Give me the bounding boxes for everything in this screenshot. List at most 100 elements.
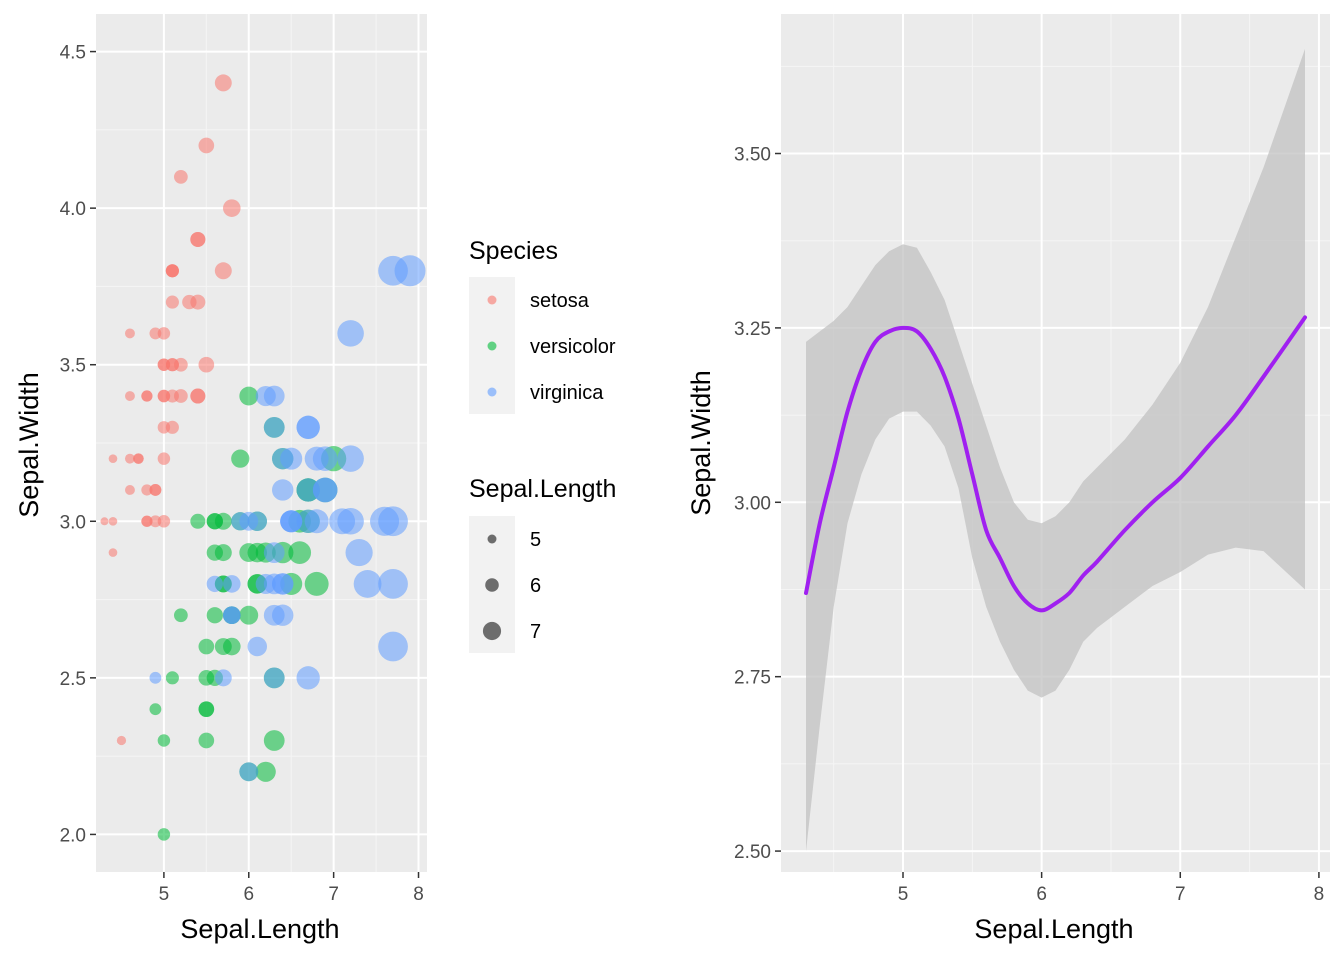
scatter-point-versicolor: [239, 386, 259, 406]
size-legend-key: [482, 621, 502, 641]
scatter-point-versicolor: [198, 732, 215, 749]
scatter-point-virginica: [296, 478, 320, 502]
scatter-point-virginica: [272, 447, 294, 470]
scatter-point-virginica: [263, 667, 285, 689]
scatter-point-versicolor: [190, 513, 206, 529]
scatter-point-setosa: [108, 454, 118, 463]
scatter-point-setosa: [116, 735, 127, 746]
scatter-point-setosa: [214, 262, 232, 280]
x-tick-label: 6: [1036, 884, 1047, 905]
scatter-point-setosa: [124, 453, 135, 464]
scatter-point-setosa: [214, 74, 232, 92]
x-tick-label: 5: [159, 884, 170, 905]
x-tick-label: 8: [413, 884, 424, 905]
x-tick-label: 6: [243, 884, 254, 905]
scatter-point-versicolor: [198, 670, 215, 686]
scatter-point-setosa: [223, 199, 241, 217]
scatter-point-versicolor: [288, 541, 312, 564]
species-legend-key: [487, 341, 497, 351]
scatter-point-virginica: [296, 666, 320, 690]
y-tick-label: 2.50: [734, 842, 771, 863]
scatter-point-virginica: [378, 569, 408, 599]
smooth-x-axis: 5 6 7 8: [898, 872, 1324, 905]
y-tick-label: 3.5: [60, 356, 86, 377]
scatter-point-virginica: [378, 506, 408, 537]
scatter-point-versicolor: [157, 828, 171, 841]
scatter-point-setosa: [124, 328, 135, 339]
scatter-point-versicolor: [206, 607, 223, 624]
smooth-gridlines: [781, 14, 1330, 872]
scatter-point-setosa: [190, 231, 206, 247]
scatter-point-setosa: [173, 357, 188, 372]
scatter-panel: 5 6 7 8 2.0 2.5 3.0 3.5 4.0 4.5 Sepal.Length Sep…: [14, 14, 427, 944]
scatter-point-virginica: [263, 604, 285, 626]
scatter-point-virginica: [206, 575, 223, 593]
scatter-point-virginica: [231, 512, 250, 531]
scatter-point-virginica: [223, 575, 241, 593]
species-legend-key: [487, 387, 497, 397]
size-legend: Sepal.Length 5 6 7: [469, 475, 616, 653]
scatter-point-setosa: [108, 516, 118, 526]
scatter-point-virginica: [214, 669, 232, 687]
scatter-point-virginica: [263, 573, 285, 595]
y-tick-label: 4.0: [60, 199, 86, 220]
scatter-point-virginica: [263, 542, 285, 563]
smooth-line: [804, 315, 1307, 613]
scatter-point-setosa: [124, 485, 135, 495]
scatter-point-setosa: [198, 137, 215, 154]
species-legend-label: virginica: [530, 382, 604, 404]
species-legend-label: setosa: [530, 290, 590, 312]
scatter-point-setosa: [149, 515, 162, 528]
scatter-point-setosa: [157, 358, 171, 371]
scatter-point-virginica: [394, 255, 426, 287]
scatter-point-virginica: [304, 446, 329, 471]
y-tick-label: 3.0: [60, 512, 86, 533]
scatter-point-setosa: [141, 390, 153, 402]
scatter-point-setosa: [198, 356, 215, 373]
scatter-point-virginica: [337, 320, 364, 347]
scatter-point-virginica: [296, 509, 320, 533]
smooth-panel: 5 6 7 8 2.50 2.75 3.00 3.25 3.50 Sepal.Length S…: [686, 14, 1330, 944]
scatter-point-setosa: [141, 484, 153, 496]
scatter-y-axis: 2.0 2.5 3.0 3.5 4.0 4.5: [60, 43, 96, 846]
scatter-point-setosa: [133, 453, 144, 464]
scatter-point-virginica: [149, 671, 162, 684]
y-tick-label: 4.5: [60, 43, 86, 64]
species-legend-label: versicolor: [530, 336, 616, 358]
scatter-point-versicolor: [304, 571, 329, 596]
scatter-gridlines: [96, 14, 427, 872]
size-legend-label: 5: [530, 529, 541, 551]
size-legend-label: 7: [530, 621, 541, 643]
x-tick-label: 5: [898, 884, 909, 905]
scatter-point-setosa: [165, 264, 179, 278]
scatter-point-setosa: [190, 388, 206, 404]
scatter-point-setosa: [157, 327, 171, 340]
y-tick-label: 3.50: [734, 145, 771, 166]
scatter-point-setosa: [149, 327, 162, 340]
scatter-point-versicolor: [198, 638, 215, 655]
scatter-point-virginica: [247, 636, 268, 657]
smooth-y-axis: 2.50 2.75 3.00 3.25 3.50: [734, 145, 781, 863]
scatter-point-versicolor: [255, 761, 276, 782]
scatter-point-virginica: [239, 762, 259, 782]
size-legend-key: [485, 578, 499, 592]
scatter-point-versicolor: [239, 605, 259, 625]
scatter-point-virginica: [312, 477, 338, 503]
y-tick-label: 3.00: [734, 493, 771, 514]
scatter-y-axis-title: Sepal.Width: [14, 372, 44, 518]
scatter-x-axis-title: Sepal.Length: [180, 914, 339, 944]
scatter-point-setosa: [108, 548, 118, 557]
scatter-point-versicolor: [214, 512, 232, 530]
scatter-point-virginica: [223, 606, 241, 625]
scatter-point-setosa: [100, 517, 109, 526]
x-tick-label: 8: [1314, 884, 1325, 905]
scatter-point-setosa: [173, 169, 188, 184]
scatter-point-versicolor: [263, 730, 285, 751]
scatter-point-versicolor: [149, 703, 162, 716]
species-legend-title: Species: [469, 237, 558, 265]
scatter-point-setosa: [157, 515, 171, 528]
scatter-point-versicolor: [223, 637, 241, 656]
scatter-point-virginica: [255, 385, 276, 407]
scatter-point-versicolor: [157, 734, 171, 747]
y-tick-label: 2.5: [60, 669, 86, 690]
